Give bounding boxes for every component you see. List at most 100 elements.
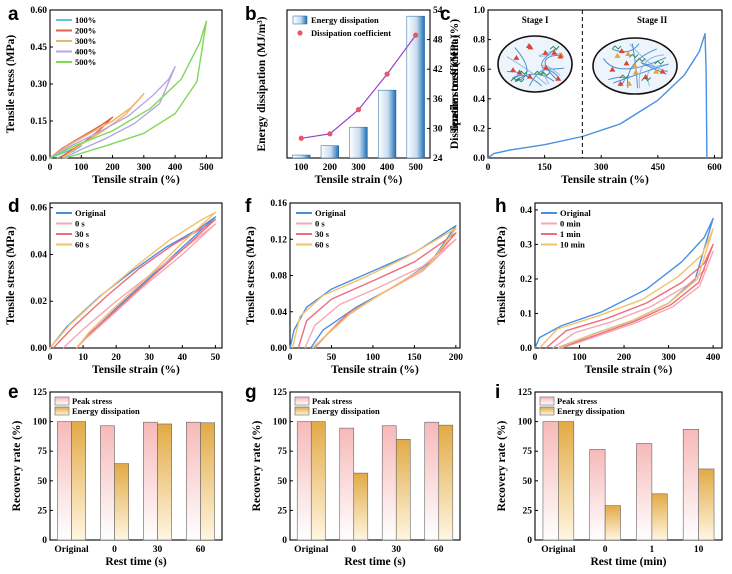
y-tick-label: 100 [33, 418, 48, 428]
y-tick-label: 25 [38, 506, 48, 516]
crosslink-marker [527, 44, 534, 50]
chain-segment [510, 77, 521, 82]
x-tick-label: 200 [323, 163, 338, 173]
bar-e-peak-stress [143, 421, 158, 541]
series-line-h-2 [545, 243, 714, 349]
x-tick-label: 0 [533, 353, 538, 363]
y-tick-label: 0.60 [30, 6, 47, 16]
y-tick-label: 0 [527, 536, 532, 546]
crosslink-marker [551, 49, 558, 55]
series-line-h-1 [552, 250, 714, 349]
x-axis-label: Rest time (min) [590, 556, 666, 568]
y-tick-label: 75 [523, 447, 533, 457]
crosslink-marker [526, 73, 533, 79]
panel-b: b 100 200 300 400 500 24 30 36 42 48 54 Tensile stra… [245, 4, 461, 186]
crosslink-marker [625, 50, 632, 56]
x-tick-label: 0 [288, 353, 293, 363]
y-axis-label: Recovery rate (%) [496, 420, 508, 511]
x-tick-label: 400 [380, 163, 395, 173]
crosslink-marker [542, 49, 549, 55]
x-tick-label: 500 [199, 163, 214, 173]
panel-label-e: e [8, 382, 19, 403]
legend-entry: Original [560, 208, 591, 218]
legend-entry: Peak stress [557, 396, 598, 406]
bar-i-energy-dissipation [558, 421, 575, 541]
panel-g: g 0 25 50 75 100 125 Original 0 30 60 Rest time (s)… [245, 382, 461, 568]
y-axis-label: Tensile stress (MPa) [5, 226, 17, 325]
bar-energy-dissipation [377, 89, 397, 159]
x-tick-label: 30 [144, 353, 154, 363]
x-tick-label: 20 [111, 353, 121, 363]
x-tick-label: Original [541, 545, 576, 555]
legend-swatch [539, 406, 555, 416]
crosslink-marker [614, 52, 621, 58]
y2-tick-label: 48 [433, 36, 443, 46]
point-dissipation-coefficient [298, 135, 304, 141]
polymer-chain [506, 56, 547, 85]
x-tick-label: 60 [196, 545, 206, 555]
bar-i-peak-stress [682, 428, 699, 541]
y-tick-label: 100 [273, 418, 288, 428]
stage-label: Stage II [637, 15, 668, 25]
x-tick-label: 10 [78, 353, 88, 363]
plot-frame-c [487, 9, 723, 159]
x-axis-label: Tensile strain (%) [92, 364, 180, 376]
legend-swatch [297, 30, 303, 36]
x-tick-label: 0 [351, 545, 356, 555]
bar-energy-dissipation [292, 154, 311, 159]
y-axis-label: Tensile stress (MPa) [496, 226, 508, 325]
y-tick-label: 0.16 [270, 199, 287, 209]
y-tick-label: 0.00 [270, 344, 287, 354]
network-schematic [592, 37, 678, 95]
y-tick-label: 0.06 [30, 204, 47, 214]
y-tick-label: 0.4 [520, 206, 532, 216]
stage-label: Stage I [522, 15, 549, 25]
legend-entry: Peak stress [312, 396, 353, 406]
chain-segment [628, 53, 639, 59]
crosslink-marker [626, 80, 633, 86]
bar-g-energy-dissipation [353, 472, 369, 541]
bar-i-energy-dissipation [698, 468, 715, 541]
panel-label-a: a [8, 4, 19, 25]
bar-energy-dissipation [320, 145, 340, 159]
legend-entry: 0 min [560, 219, 581, 229]
x-tick-label: 0 [48, 353, 53, 363]
y-tick-label: 0.00 [30, 154, 47, 164]
y-tick-label: 50 [38, 477, 48, 487]
y-axis-label: Tensile stress (MPa) [245, 226, 257, 325]
chain-segment [635, 57, 646, 63]
y-tick-label: 0.04 [30, 250, 47, 260]
y-tick-label: 50 [278, 477, 288, 487]
legend-entry: 0 s [75, 219, 85, 229]
y2-tick-label: 30 [433, 124, 443, 134]
polymer-chain [544, 54, 563, 80]
bar-i-energy-dissipation [651, 493, 668, 541]
bar-e-peak-stress [100, 425, 115, 541]
legend-entry: 30 s [315, 229, 330, 239]
bar-i-peak-stress [542, 421, 559, 541]
x-tick-label: 300 [594, 163, 609, 173]
plot-frame-d [49, 202, 223, 349]
polymer-chain [629, 43, 668, 72]
y2-tick-label: 36 [433, 95, 443, 105]
x-tick-label: 150 [407, 353, 422, 363]
panel-label-f: f [245, 196, 252, 217]
bar-i-peak-stress [636, 443, 653, 541]
chain-segment [540, 71, 551, 77]
legend-swatch [539, 396, 555, 406]
legend-entry: 0 s [315, 219, 325, 229]
x-tick-label: 0 [112, 545, 117, 555]
y-tick-label: 75 [38, 447, 48, 457]
legend-entry: 10 min [560, 240, 585, 250]
series-line-c-0 [487, 33, 708, 159]
x-tick-label: 600 [707, 163, 722, 173]
bar-g-energy-dissipation [310, 421, 326, 541]
crosslink-marker [653, 68, 660, 74]
legend-entry: 60 s [75, 240, 90, 250]
bar-g-energy-dissipation [395, 439, 411, 541]
x-tick-label: 100 [366, 353, 381, 363]
x-tick-label: 200 [617, 353, 632, 363]
panel-label-h: h [495, 196, 507, 217]
crosslink-marker [516, 69, 523, 75]
legend-entry: Energy dissipation [311, 15, 379, 25]
